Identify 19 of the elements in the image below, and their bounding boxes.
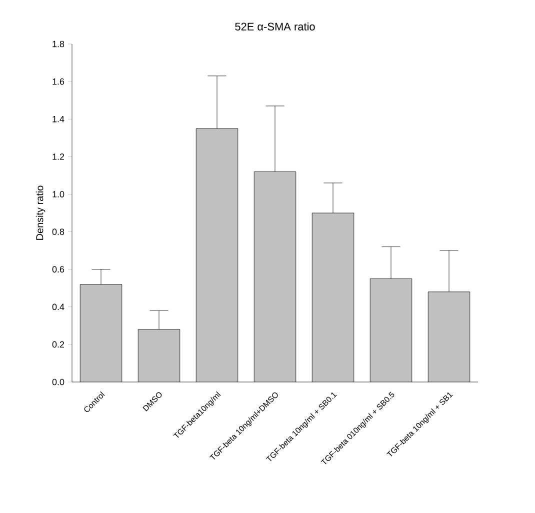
y-axis-title: Density ratio [36, 186, 46, 240]
bar [138, 329, 180, 382]
bar [80, 284, 122, 382]
bar [312, 212, 354, 382]
y-tick-label: 0.8 [52, 228, 64, 235]
bar [428, 292, 470, 382]
y-tick-label: 1.0 [52, 191, 64, 198]
y-tick-label: 0.0 [52, 378, 64, 386]
y-tick-label: 1.6 [52, 78, 64, 85]
bar [370, 278, 412, 382]
bar [254, 172, 296, 382]
y-tick-label: 0.4 [52, 304, 64, 310]
y-tick-label: 1.8 [52, 40, 64, 48]
y-tick-label: 1.4 [52, 116, 64, 122]
y-tick-label: 0.2 [52, 341, 64, 348]
chart-title: 52E α-SMA ratio [235, 22, 315, 30]
y-tick-label: 0.6 [52, 266, 64, 273]
y-tick-label: 1.2 [52, 154, 64, 160]
bar [196, 128, 238, 382]
